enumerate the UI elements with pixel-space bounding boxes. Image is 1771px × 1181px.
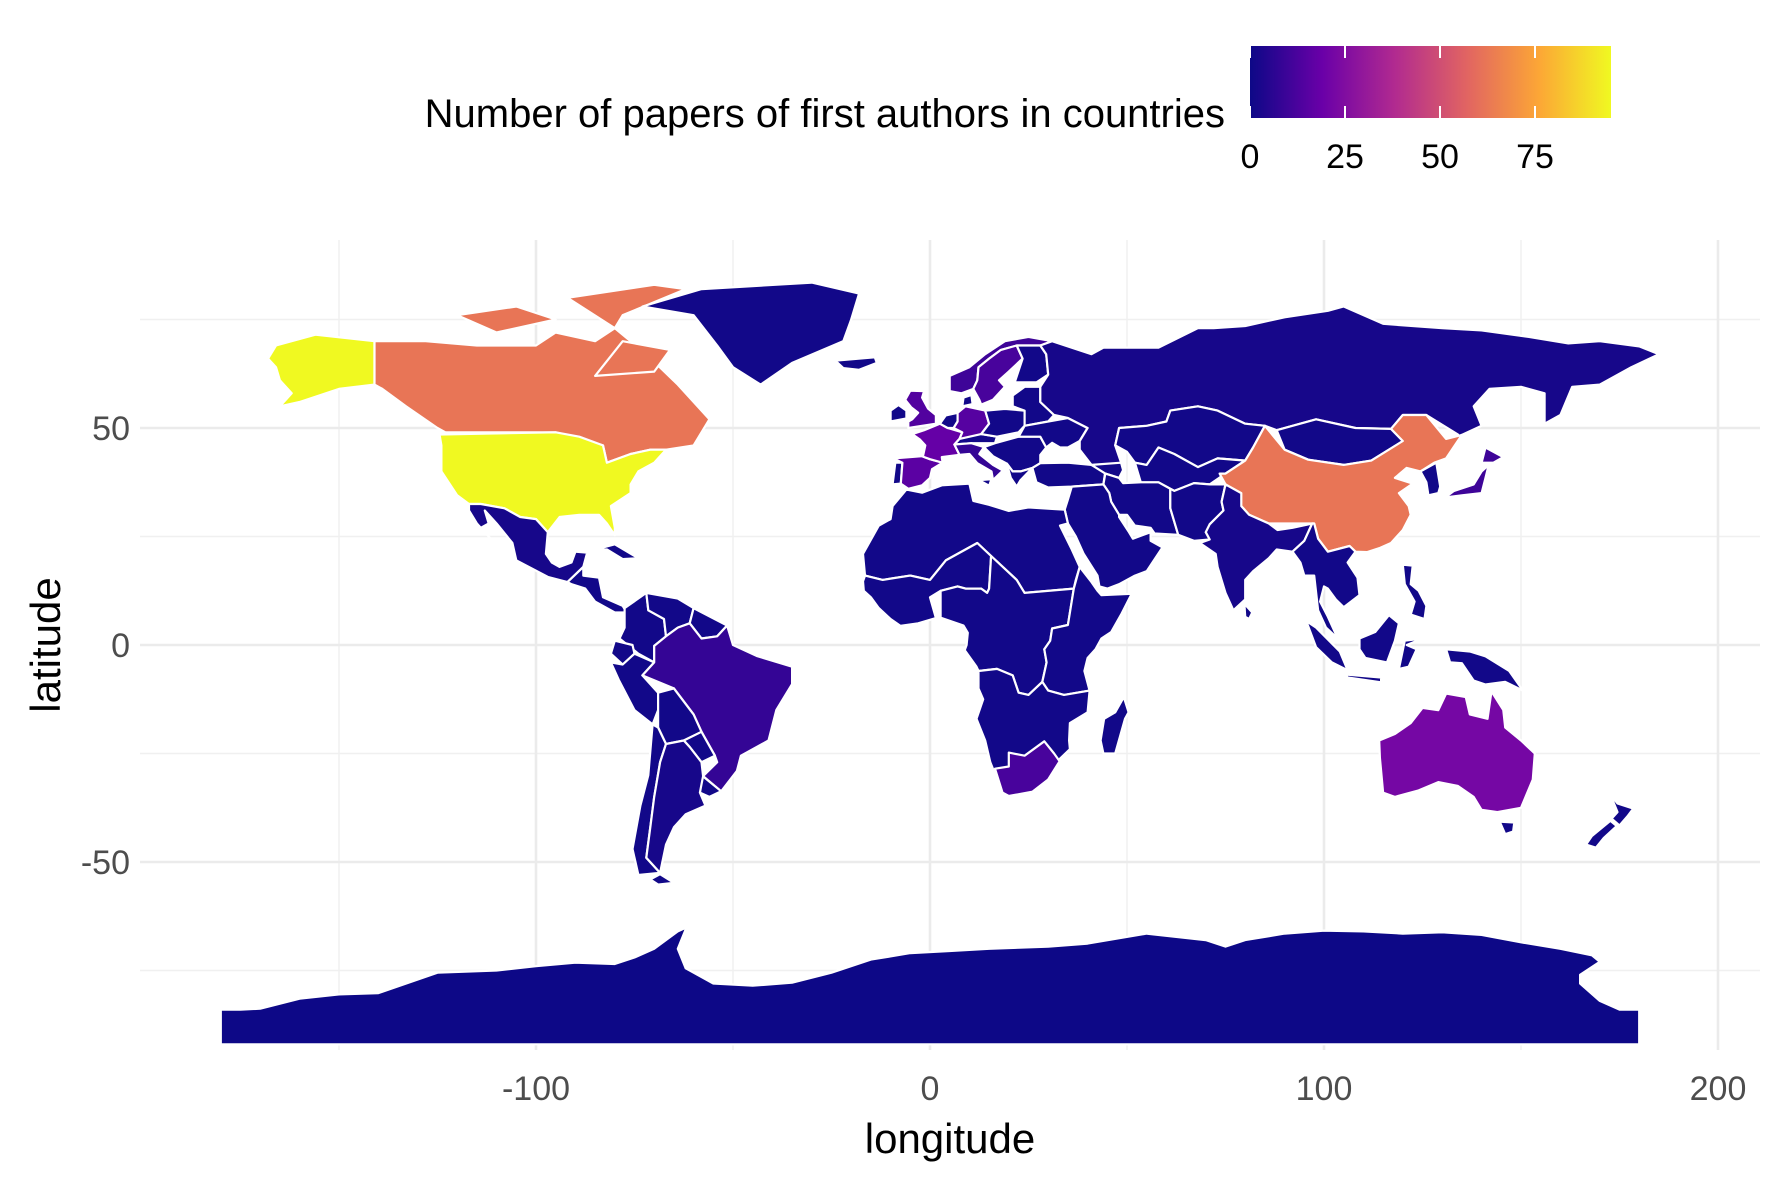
country-ireland — [889, 403, 908, 423]
country-caucasus — [1090, 461, 1125, 479]
legend-tick-marks — [1249, 46, 1536, 118]
country-new-zealand — [1609, 793, 1635, 827]
map-layer — [219, 281, 1660, 1046]
country-japan — [1480, 446, 1505, 464]
country-tasmania — [1498, 820, 1516, 836]
legend-tick-label: 0 — [1241, 138, 1260, 176]
country-borneo — [1358, 614, 1400, 664]
y-tick-label: 0 — [111, 627, 130, 665]
x-tick-labels: -100 0 100 200 — [502, 1070, 1746, 1108]
country-sumatra — [1305, 620, 1349, 672]
y-tick-label: -50 — [81, 844, 130, 882]
country-sweden — [972, 344, 1024, 406]
country-sicily — [977, 478, 993, 487]
legend-tick-label: 25 — [1326, 138, 1364, 176]
legend: Number of papers of first authors in cou… — [425, 46, 1611, 176]
country-canada — [594, 340, 672, 377]
country-korea — [1419, 461, 1442, 497]
country-new-guinea — [1445, 648, 1525, 692]
country-indochina — [1291, 522, 1361, 640]
country-japan — [1441, 463, 1490, 511]
country-italy — [953, 442, 1004, 482]
country-india — [1198, 483, 1314, 612]
country-australia — [1378, 690, 1536, 814]
legend-title: Number of papers of first authors in cou… — [425, 92, 1225, 136]
country-cuba — [594, 543, 640, 561]
country-philippines — [1401, 563, 1428, 621]
country-ukraine-moldova — [1017, 416, 1089, 449]
y-axis-title: latitude — [22, 577, 69, 712]
country-argentina — [645, 739, 707, 874]
x-axis-title: longitude — [865, 1115, 1035, 1162]
country-antarctica — [219, 919, 1641, 1046]
country-iceland — [834, 356, 878, 371]
x-tick-label: 100 — [1296, 1070, 1353, 1108]
country-tierra-del-fuego — [649, 873, 675, 886]
country-madagascar — [1099, 696, 1130, 755]
country-denmark — [961, 393, 974, 408]
x-tick-label: -100 — [502, 1070, 570, 1108]
country-sri-lanka — [1243, 602, 1254, 621]
x-tick-label: 0 — [921, 1070, 940, 1108]
country-alaska — [267, 333, 376, 408]
country-poland-czech — [980, 407, 1026, 438]
country-greenland — [641, 281, 861, 386]
country-greece — [1005, 462, 1034, 488]
legend-tick-label: 75 — [1516, 138, 1554, 176]
y-tick-labels: -50 0 50 — [81, 410, 130, 882]
country-central-america — [566, 565, 628, 614]
y-tick-label: 50 — [92, 410, 130, 448]
country-sulawesi — [1397, 637, 1424, 670]
x-tick-label: 200 — [1690, 1070, 1747, 1108]
country-south-africa — [993, 740, 1061, 798]
legend-colorbar — [1250, 46, 1611, 118]
country-middle-east — [1063, 483, 1164, 590]
country-southern-africa — [975, 667, 1091, 798]
country-new-zealand — [1584, 819, 1618, 849]
country-canada — [456, 305, 557, 334]
country-east-africa — [1041, 565, 1133, 696]
country-java — [1344, 673, 1383, 684]
legend-tick-labels: 0 25 50 75 — [1241, 138, 1554, 176]
country-united-kingdom — [904, 389, 937, 430]
legend-tick-label: 50 — [1421, 138, 1459, 176]
country-canada — [566, 283, 687, 330]
